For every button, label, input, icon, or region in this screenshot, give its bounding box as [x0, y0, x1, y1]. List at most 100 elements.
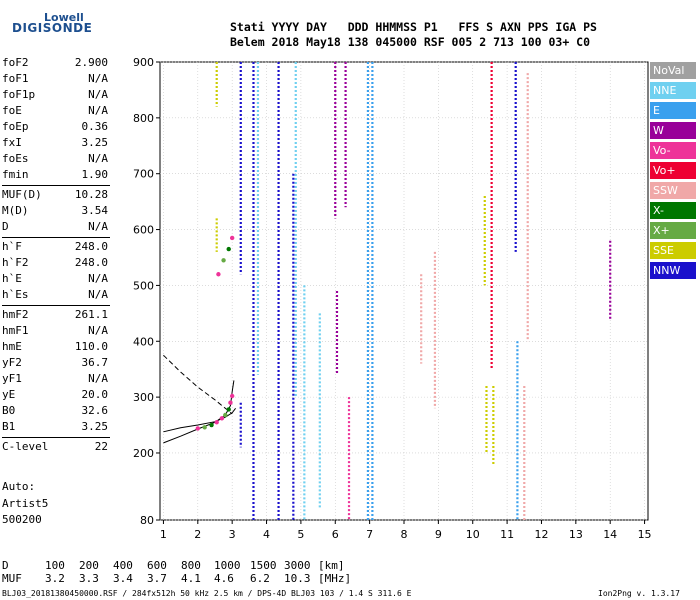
dmuf-muf: 3.4 [113, 572, 133, 585]
x-tick-label: 2 [194, 528, 201, 541]
param-row-5: fxI 3.25 [2, 136, 108, 152]
x-tick-label: 5 [297, 528, 304, 541]
y-tick-label: 700 [133, 168, 154, 181]
x-tick-label: 10 [466, 528, 480, 541]
trace-point [209, 422, 214, 428]
y-tick-label: 80 [140, 514, 154, 527]
param-value: 32.6 [81, 404, 109, 417]
dmuf-muf: 3.7 [147, 572, 167, 585]
param-value: N/A [88, 72, 108, 85]
y-tick-label: 300 [133, 391, 154, 404]
dmuf-muf: 4.6 [214, 572, 234, 585]
y-tick-label: 200 [133, 447, 154, 460]
legend-item-nne: NNE [650, 82, 696, 99]
logo-product: DIGISONDE [12, 21, 93, 35]
param-row-18: yF2 36.7 [2, 356, 108, 372]
model-curve [163, 380, 235, 444]
param-row-4: foEp 0.36 [2, 120, 108, 136]
legend-item-x-: X- [650, 202, 696, 219]
param-value: 10.28 [74, 188, 108, 201]
auto-label: Auto: [2, 480, 36, 493]
param-row-9: M(D) 3.54 [2, 204, 108, 220]
param-value: 22 [94, 440, 108, 453]
x-tick-label: 14 [603, 528, 617, 541]
param-separator [2, 237, 110, 238]
param-value: N/A [88, 372, 108, 385]
param-row-17: hmE 110.0 [2, 340, 108, 356]
dmuf-muf-label: MUF [2, 572, 22, 585]
x-tick-label: 13 [569, 528, 583, 541]
trace-point [214, 420, 219, 425]
param-name: foF1p [2, 88, 36, 101]
x-tick-label: 11 [500, 528, 514, 541]
dmuf-distance: [km] [318, 559, 345, 572]
x-tick-label: 6 [332, 528, 339, 541]
trace-point [228, 400, 233, 405]
param-row-22: B1 3.25 [2, 420, 108, 436]
param-name: foF2 [2, 56, 29, 69]
param-row-7: fmin 1.90 [2, 168, 108, 184]
param-name: h`Es [2, 288, 29, 301]
param-row-8: MUF(D) 10.28 [2, 188, 108, 204]
dmuf-muf: 10.3 [284, 572, 311, 585]
header-line-1: Stati YYYY DAY DDD HHMMSS P1 FFS S AXN P… [230, 20, 597, 34]
upper-trace-point [216, 272, 221, 277]
logo-brand: Lowell [44, 11, 84, 24]
dmuf-d-label: D [2, 559, 9, 572]
y-tick-label: 600 [133, 224, 154, 237]
param-value: N/A [88, 324, 108, 337]
param-name: hmE [2, 340, 22, 353]
param-name: yF1 [2, 372, 22, 385]
param-separator [2, 437, 110, 438]
param-name: D [2, 220, 9, 233]
trace-point [226, 407, 231, 412]
param-value: N/A [88, 152, 108, 165]
dmuf-distance: 100 [45, 559, 65, 572]
auto-version: 500200 [2, 513, 42, 526]
legend-item-nnw: NNW [650, 262, 696, 279]
param-name: hmF1 [2, 324, 29, 337]
upper-trace-point [221, 258, 226, 263]
legend-item-w: W [650, 122, 696, 139]
param-separator [2, 305, 110, 306]
param-name: fxI [2, 136, 22, 149]
dmuf-distance: 800 [181, 559, 201, 572]
param-value: N/A [88, 220, 108, 233]
dmuf-distance: 600 [147, 559, 167, 572]
x-tick-label: 15 [638, 528, 652, 541]
model-curve [163, 354, 233, 415]
trace-point [229, 393, 235, 399]
param-name: h`E [2, 272, 22, 285]
trace-point [219, 416, 225, 421]
param-name: M(D) [2, 204, 29, 217]
param-name: foE [2, 104, 22, 117]
param-row-20: yE 20.0 [2, 388, 108, 404]
param-separator [2, 185, 110, 186]
y-tick-label: 400 [133, 335, 154, 348]
param-value: N/A [88, 104, 108, 117]
x-tick-label: 7 [366, 528, 373, 541]
parameter-list: foF2 2.900 foF1 N/A foF1p N/A foE N/A foEp 0.36 fx… [2, 56, 110, 476]
param-name: C-level [2, 440, 49, 453]
param-value: N/A [88, 88, 108, 101]
trace-point [202, 425, 207, 430]
param-name: foEp [2, 120, 29, 133]
param-row-13: h`E N/A [2, 272, 108, 288]
dmuf-muf: 3.2 [45, 572, 65, 585]
param-value: 20.0 [81, 388, 109, 401]
param-value: 0.36 [81, 120, 109, 133]
legend-item-noval: NoVal [650, 62, 696, 79]
x-tick-label: 9 [435, 528, 442, 541]
param-value: 3.25 [81, 136, 109, 149]
param-name: fmin [2, 168, 29, 181]
param-row-19: yF1 N/A [2, 372, 108, 388]
dmuf-distance: 400 [113, 559, 133, 572]
param-name: yE [2, 388, 16, 401]
param-value: 3.25 [81, 420, 109, 433]
param-value: 1.90 [81, 168, 109, 181]
dmuf-muf: 6.2 [250, 572, 270, 585]
legend-item-x-: X+ [650, 222, 696, 239]
param-value: 248.0 [74, 256, 108, 269]
param-name: foF1 [2, 72, 29, 85]
trace-point [223, 412, 228, 418]
